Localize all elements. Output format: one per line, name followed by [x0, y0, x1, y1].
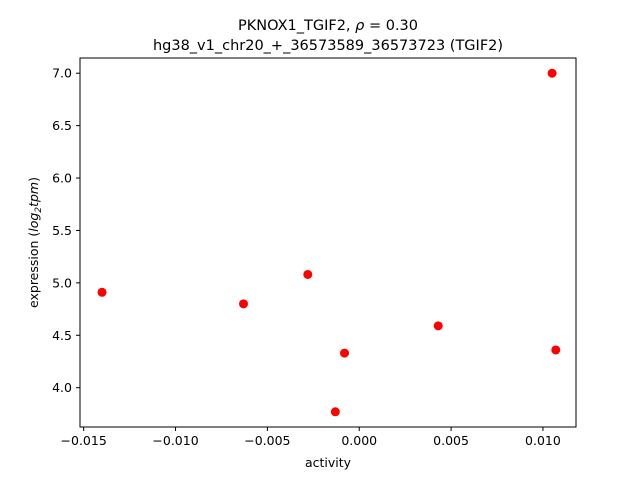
y-label-prefix: expression ( — [26, 232, 41, 308]
y-tick-label-4: 5.5 — [52, 223, 72, 238]
y-label-suffix: ) — [26, 177, 41, 182]
data-point-8 — [551, 345, 561, 355]
data-point-5 — [330, 407, 340, 417]
y-label-unit: tpm — [26, 182, 41, 207]
data-point-3 — [303, 269, 313, 279]
data-point-2 — [238, 299, 248, 309]
data-point-1 — [97, 287, 107, 297]
y-tick-label-2: 4.5 — [52, 328, 72, 343]
y-tick-label-7: 7.0 — [52, 66, 72, 81]
title-rho-value: = 0.30 — [364, 18, 418, 34]
y-tick-label-1: 4.0 — [52, 380, 72, 395]
axes-frame — [79, 57, 577, 428]
y-axis-ticks: 4.0 4.5 5.0 5.5 6.0 6.5 7.0 — [52, 66, 80, 395]
y-tick-label-5: 6.0 — [52, 171, 72, 186]
x-tick-label-5: 0.005 — [433, 433, 469, 448]
x-tick-label-4: 0.000 — [341, 433, 377, 448]
y-label-log: log — [26, 213, 41, 232]
y-tick-label-3: 5.0 — [52, 275, 72, 290]
y-tick-label-6: 6.5 — [52, 118, 72, 133]
x-tick-label-1: −0.015 — [61, 433, 107, 448]
x-tick-label-3: −0.005 — [244, 433, 290, 448]
title-rho-symbol: ρ — [355, 18, 365, 34]
x-tick-label-6: 0.010 — [525, 433, 561, 448]
data-point-7 — [547, 68, 557, 78]
data-point-6 — [433, 321, 443, 331]
x-axis-label: activity — [305, 455, 352, 470]
y-axis-label: expression (log2tpm) — [26, 177, 44, 308]
chart-title-line2: hg38_v1_chr20_+_36573589_36573723 (TGIF2… — [153, 38, 503, 54]
plot-area — [97, 68, 561, 417]
chart-title-line1: PKNOX1_TGIF2, ρ = 0.30 — [238, 18, 418, 34]
x-tick-label-2: −0.010 — [152, 433, 198, 448]
x-axis-ticks: −0.015 −0.010 −0.005 0.000 0.005 0.010 — [61, 427, 561, 448]
title-prefix: PKNOX1_TGIF2, — [238, 18, 355, 34]
data-point-4 — [340, 348, 350, 358]
y-label-sub: 2 — [34, 207, 44, 213]
